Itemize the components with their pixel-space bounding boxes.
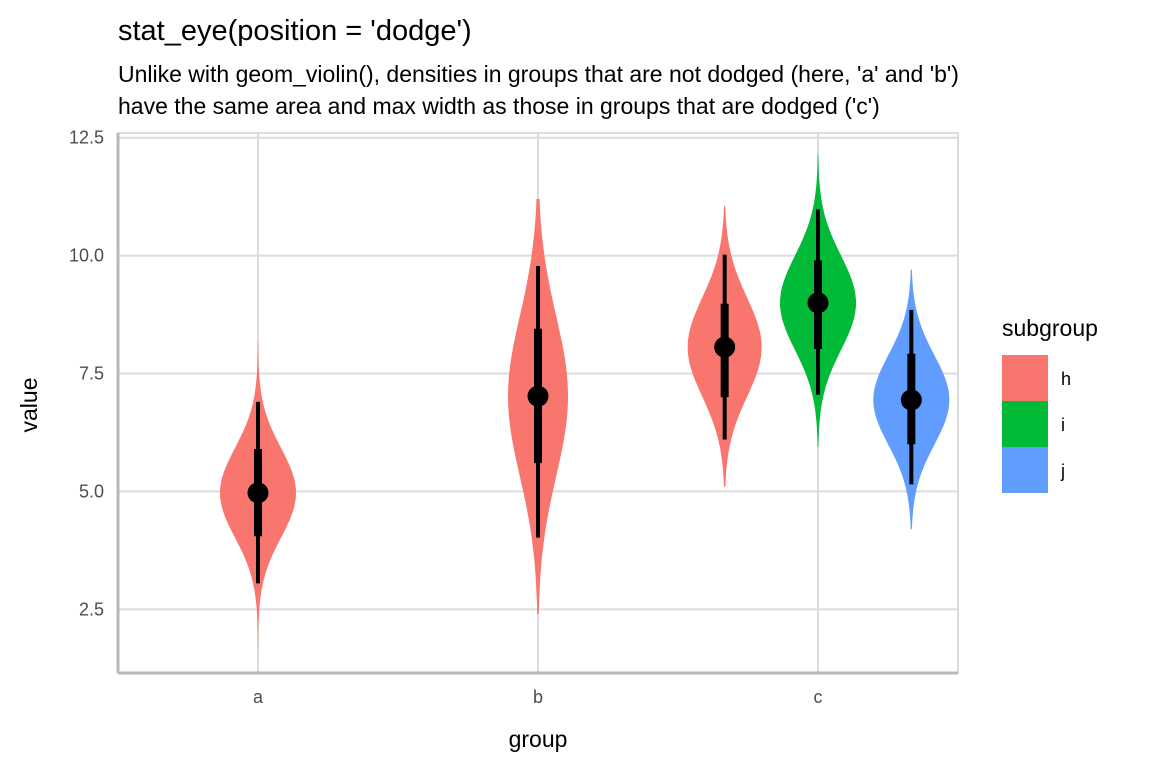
y-axis-title: value [16, 378, 42, 433]
violins [220, 154, 950, 652]
chart-title: stat_eye(position = 'dodge') [118, 15, 472, 47]
y-tick-label: 7.5 [79, 364, 104, 384]
y-tick-label: 12.5 [69, 128, 104, 148]
x-axis-title: group [509, 726, 568, 752]
median-point-c-h [714, 336, 736, 358]
axes: 2.5 5.0 7.5 10.0 12.5 a b c [69, 128, 958, 707]
y-tick-label: 5.0 [79, 481, 104, 501]
y-tick-label: 2.5 [79, 599, 104, 619]
x-tick-label: b [533, 687, 543, 707]
legend-key-h [1002, 355, 1048, 401]
legend: subgroup h i j [1002, 315, 1098, 493]
legend-label-j: j [1060, 461, 1065, 481]
median-point-c-i [807, 292, 829, 314]
median-point-a-h [247, 482, 269, 504]
chart-subtitle-line-1: Unlike with geom_violin(), densities in … [118, 61, 959, 87]
y-tick-label: 10.0 [69, 246, 104, 266]
interval-marks [247, 209, 922, 584]
legend-label-h: h [1061, 369, 1071, 389]
x-tick-label: a [253, 687, 264, 707]
median-point-b-h [527, 385, 549, 407]
chart-subtitle-line-2: have the same area and max width as thos… [118, 93, 880, 119]
legend-key-j [1002, 447, 1048, 493]
median-point-c-j [900, 389, 922, 411]
x-tick-label: c [814, 687, 823, 707]
legend-label-i: i [1061, 415, 1065, 435]
legend-key-i [1002, 401, 1048, 447]
legend-title: subgroup [1002, 315, 1098, 341]
